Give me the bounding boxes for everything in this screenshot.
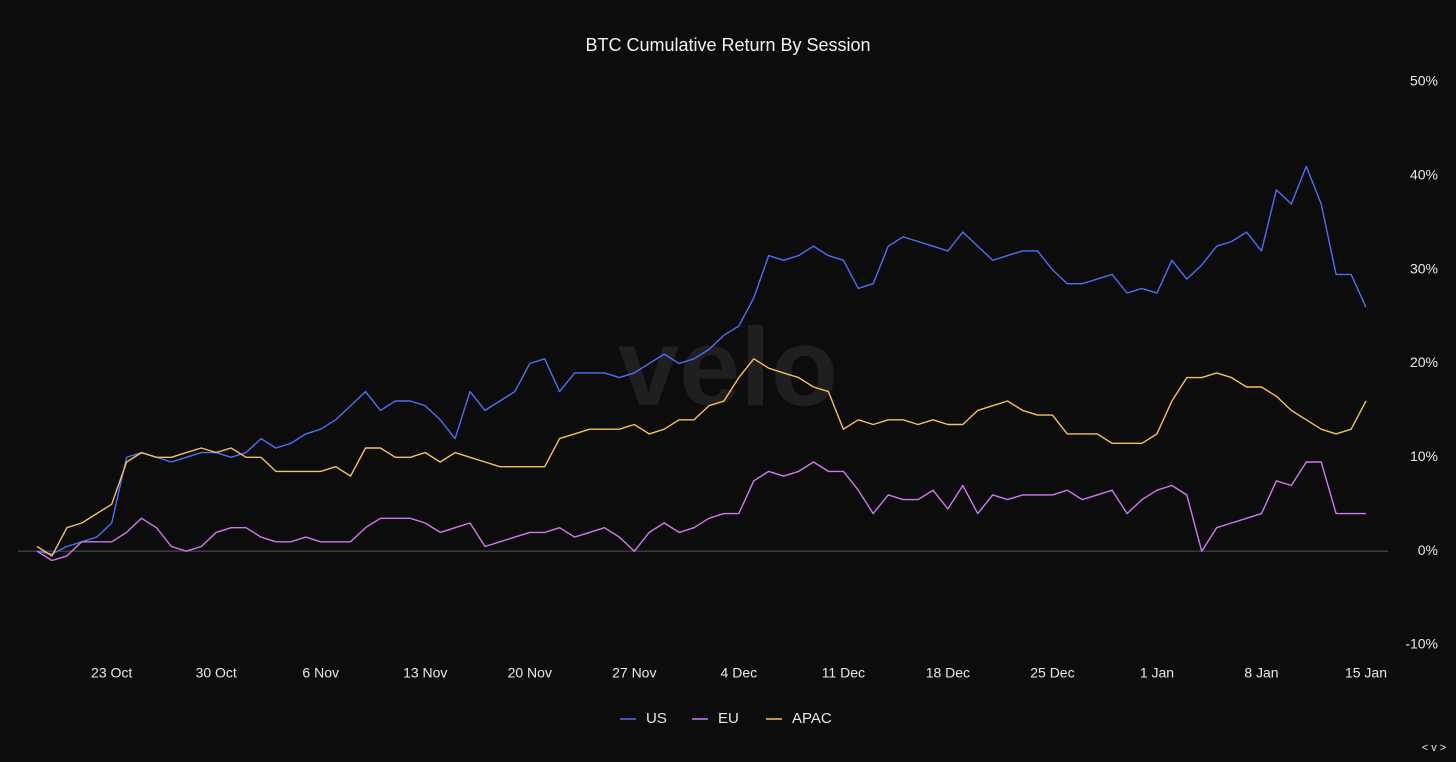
line-series <box>36 358 1367 557</box>
x-tick-label: 15 Jan <box>1345 665 1387 681</box>
x-tick-label: 4 Dec <box>721 665 758 681</box>
line-series <box>36 461 1366 562</box>
x-tick-label: 13 Nov <box>403 665 447 681</box>
x-tick-label: 18 Dec <box>926 665 970 681</box>
y-tick-label: 40% <box>1410 167 1438 183</box>
y-tick-label: -10% <box>1405 636 1438 652</box>
legend-label: APAC <box>792 710 832 727</box>
x-tick-label: 20 Nov <box>508 665 552 681</box>
y-tick-label: 30% <box>1410 260 1438 276</box>
x-tick-label: 27 Nov <box>612 665 656 681</box>
x-tick-label: 23 Oct <box>91 665 132 681</box>
line-series <box>36 165 1367 555</box>
watermark: velo <box>618 306 838 429</box>
x-tick-label: 11 Dec <box>822 665 865 681</box>
legend-label: EU <box>718 710 739 727</box>
x-tick-label: 1 Jan <box>1140 665 1174 681</box>
y-tick-label: 10% <box>1410 448 1438 464</box>
chart-title: BTC Cumulative Return By Session <box>585 35 870 55</box>
legend-label: US <box>646 710 667 727</box>
x-tick-label: 6 Nov <box>302 665 339 681</box>
y-tick-label: 0% <box>1418 542 1438 558</box>
x-tick-label: 25 Dec <box>1030 665 1074 681</box>
x-tick-label: 30 Oct <box>196 665 237 681</box>
y-tick-label: 50% <box>1410 73 1438 89</box>
widget[interactable]: < v > <box>1422 742 1446 754</box>
x-tick-label: 8 Jan <box>1244 665 1278 681</box>
y-tick-label: 20% <box>1410 354 1438 370</box>
